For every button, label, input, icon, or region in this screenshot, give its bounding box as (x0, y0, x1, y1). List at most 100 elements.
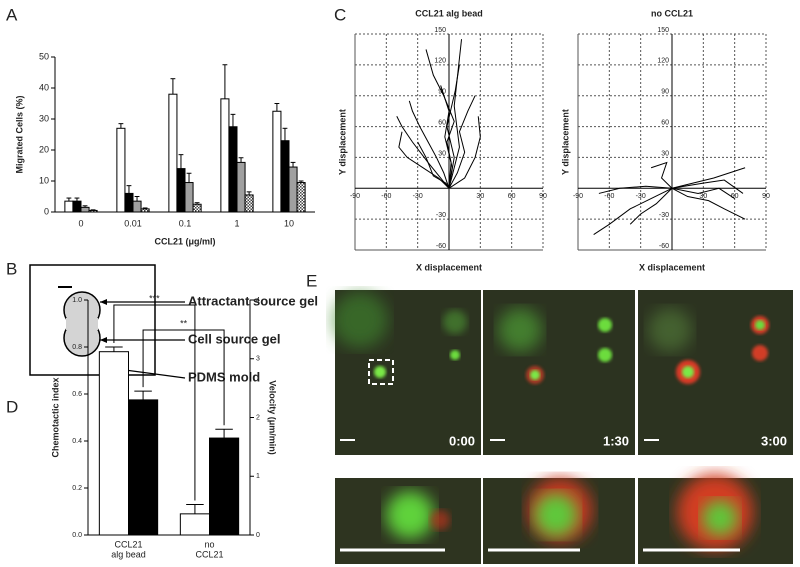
y2-tick-label: 3 (256, 356, 260, 363)
y-axis-title: Y displacement (560, 109, 570, 175)
cell-blob (598, 348, 612, 362)
cell-blob (498, 308, 542, 352)
x-tick-label: 90 (539, 193, 547, 200)
chart-title: no CCL21 (651, 8, 693, 18)
x-axis-title: CCL21 (μg/ml) (154, 236, 215, 246)
trajectory (448, 39, 463, 189)
bar (288, 166, 298, 213)
x-tick-label: 0 (78, 218, 83, 228)
bar (280, 140, 290, 213)
bar (244, 194, 254, 213)
y2-tick-label: 2 (256, 414, 260, 421)
y-tick-label: 40 (39, 82, 49, 92)
x-tick-label: -30 (636, 193, 646, 200)
y-tick-label: 150 (657, 27, 669, 34)
x-tick-label: -30 (413, 193, 423, 200)
cell-blob (530, 370, 540, 380)
y2-axis-title: Velocity (μm/min) (268, 380, 278, 455)
bar (184, 182, 194, 213)
significance-bracket (113, 304, 196, 501)
chart-title: CCL21 alg bead (415, 8, 483, 18)
cell-blob (648, 308, 692, 352)
cell-blob (598, 318, 612, 332)
y-tick-label: -60 (436, 243, 446, 250)
trajectory (440, 85, 452, 189)
x-tick-label: 1 (234, 218, 239, 228)
diagram: Attractant source gel Cell source gel PD… (29, 264, 318, 384)
timestamp: 0:00 (449, 433, 475, 448)
y-tick-label: 30 (39, 113, 49, 123)
y-tick-label: 50 (39, 51, 49, 61)
trajectory (629, 187, 673, 225)
bar (64, 200, 74, 213)
bar (228, 126, 238, 213)
x-tick-label: 60 (731, 193, 739, 200)
x-tick-label: -90 (573, 193, 583, 200)
y-tick-label: 120 (657, 58, 669, 65)
significance-label: *** (149, 293, 160, 303)
y-tick-label: 0.6 (72, 391, 82, 398)
trajectory (598, 185, 673, 194)
bar (80, 206, 90, 213)
panel-label: D (6, 397, 18, 416)
bar (128, 399, 159, 536)
x-axis-title: X displacement (639, 262, 705, 272)
y-tick-label: -30 (436, 212, 446, 219)
trajectory (448, 95, 476, 189)
y-tick-label: 0.8 (72, 344, 82, 351)
y-tick-label: -60 (659, 243, 669, 250)
x-tick-label: -90 (350, 193, 360, 200)
cell-blob (450, 350, 460, 360)
cell-blob (443, 310, 467, 334)
panel-label: A (6, 5, 18, 24)
cell-blob (702, 500, 738, 536)
bar (236, 161, 246, 213)
y-tick-label: 20 (39, 144, 49, 154)
x-tick-label: 10 (284, 218, 294, 228)
y2-tick-label: 4 (256, 297, 260, 304)
cell-blob (430, 510, 450, 530)
trajectory (671, 179, 744, 194)
cell-blob (332, 292, 388, 348)
bar (116, 127, 126, 213)
arrowhead (100, 299, 107, 305)
diagram-label: Cell source gel (188, 331, 280, 346)
y2-tick-label: 1 (256, 473, 260, 480)
panel-label: B (6, 259, 17, 278)
trajectory (408, 100, 450, 189)
panel-label: E (306, 271, 317, 290)
trajectory (650, 161, 673, 189)
y-tick-label: 0.0 (72, 532, 82, 539)
timestamp: 3:00 (761, 433, 787, 448)
trajectory (448, 116, 481, 189)
y-tick-label: 0.2 (72, 485, 82, 492)
trajectory (593, 187, 673, 235)
bar (132, 200, 142, 213)
bar (176, 168, 186, 213)
y2-tick-label: 0 (256, 532, 260, 539)
cell-blob (752, 345, 768, 361)
gel-join (66, 318, 98, 330)
micrographs: 0:00 1:30 3:00 (332, 290, 793, 564)
bar (88, 209, 98, 213)
arrowhead (100, 337, 107, 343)
bar (209, 437, 240, 536)
x-tick-label: 30 (476, 193, 484, 200)
x-tick-label: -60 (604, 193, 614, 200)
bar (124, 192, 134, 213)
y-tick-label: 60 (661, 119, 669, 126)
trajectory (671, 187, 746, 220)
bar (296, 182, 306, 213)
bar (140, 208, 150, 213)
mold-outline (29, 264, 156, 376)
y-tick-label: 60 (438, 119, 446, 126)
y-tick-label: 1.0 (72, 297, 82, 304)
y-tick-label: 120 (434, 58, 446, 65)
diagram-label: Attractant source gel (188, 293, 318, 308)
x-tick-label: CCL21 (195, 549, 223, 559)
arrow (124, 369, 186, 379)
x-tick-label: 0.1 (179, 218, 192, 228)
bar (168, 93, 178, 213)
x-tick-label: 90 (762, 193, 770, 200)
